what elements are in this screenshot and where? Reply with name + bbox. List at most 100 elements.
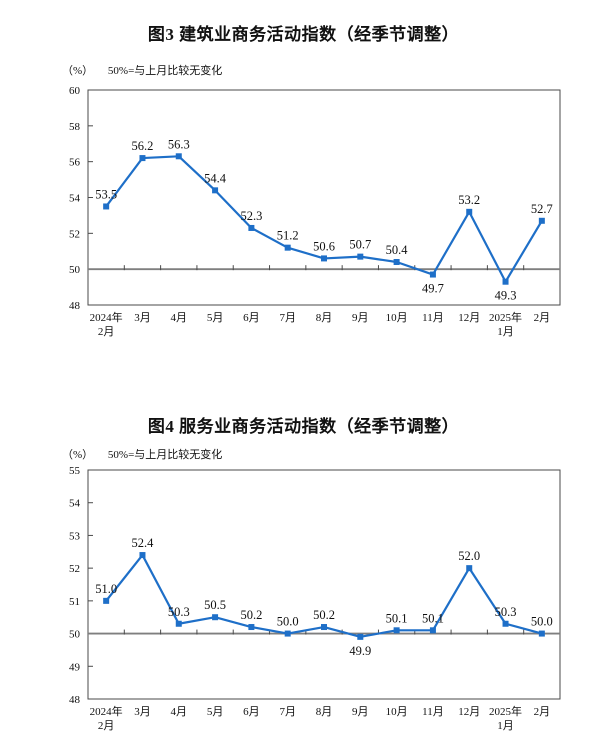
x-category-label: 7月	[279, 312, 296, 324]
x-category-label: 10月	[386, 312, 408, 324]
x-category-label: 12月	[458, 706, 480, 718]
data-point-value-label: 49.7	[422, 282, 444, 296]
data-point-value-label: 50.2	[313, 608, 335, 622]
data-point-value-label: 50.1	[386, 611, 408, 625]
y-axis-tick-label: 51	[69, 596, 80, 608]
data-point-marker	[466, 565, 473, 572]
y-axis-tick-label: 52	[69, 563, 80, 575]
data-point-marker	[248, 224, 255, 231]
data-point-marker	[321, 624, 327, 631]
plot-border	[87, 469, 561, 700]
x-category-label: 9月	[352, 312, 369, 324]
data-point-marker	[538, 630, 545, 637]
chart-fig4-unit-label: （%）	[62, 449, 94, 461]
series-line	[105, 155, 543, 283]
x-category-label: 5月	[207, 706, 224, 718]
x-category-label: 8月	[316, 706, 333, 718]
x-category-label: 9月	[352, 706, 369, 718]
data-point-value-label: 52.7	[531, 202, 553, 216]
data-point-value-label: 52.0	[458, 549, 480, 563]
data-point-marker	[502, 620, 509, 627]
data-point-value-label: 50.5	[204, 598, 226, 612]
y-axis-tick-label: 52	[69, 228, 80, 240]
data-point-value-label: 56.2	[132, 139, 154, 153]
data-point-marker	[103, 597, 110, 604]
y-axis-tick-label: 50	[69, 629, 81, 641]
chart-fig3-unit-label: （%）	[62, 65, 94, 77]
x-category-label: 2月	[534, 312, 551, 324]
y-axis-tick-label: 56	[69, 157, 81, 169]
data-point-value-label: 51.2	[277, 229, 299, 243]
data-point-marker	[393, 627, 400, 634]
data-point-marker	[321, 255, 327, 262]
data-point-marker	[466, 208, 473, 215]
y-axis-tick-label: 54	[69, 193, 81, 205]
data-point-marker	[357, 253, 364, 260]
data-point-marker	[175, 153, 182, 160]
data-point-value-label: 49.9	[349, 644, 371, 658]
x-category-label: 6月	[243, 706, 260, 718]
x-category-label: 6月	[243, 312, 260, 324]
y-axis-tick-label: 48	[69, 300, 81, 312]
chart-fig3-subtitle: （%） 50%=与上月比较无变化	[62, 62, 222, 78]
data-point-value-label: 50.3	[495, 605, 517, 619]
data-point-value-label: 50.6	[313, 239, 335, 253]
x-category-label: 5月	[207, 312, 224, 324]
data-point-value-label: 50.7	[349, 238, 371, 252]
data-point-marker	[429, 271, 436, 278]
data-point-value-label: 52.4	[132, 536, 155, 550]
construction-pmi-line-chart: 48 50 52 54 56 58 60 53.5 56.2 56.3 54.4 52.3 51.2 50…	[69, 85, 561, 338]
x-category-label: 12月	[458, 312, 480, 324]
y-axis-tick-label: 48	[69, 694, 81, 706]
x-category-label: 11月	[422, 706, 444, 718]
x-category-label: 2025年 1月	[489, 310, 522, 338]
data-point-value-label: 56.3	[168, 137, 190, 151]
x-category-label: 2024年 2月	[90, 310, 123, 338]
data-point-marker	[103, 203, 110, 210]
data-point-marker	[429, 627, 436, 634]
data-point-value-label: 50.3	[168, 605, 190, 619]
data-point-marker	[139, 552, 146, 559]
chart-fig4-subtitle: （%） 50%=与上月比较无变化	[62, 446, 222, 462]
data-point-value-label: 50.1	[422, 611, 444, 625]
y-axis-tick-label: 53	[69, 530, 81, 542]
chart-fig3-title: 图3 建筑业商务活动指数（经季节调整）	[147, 25, 460, 44]
x-category-label: 3月	[134, 706, 151, 718]
chart-fig4-title: 图4 服务业商务活动指数（经季节调整）	[147, 417, 460, 436]
data-point-value-label: 50.2	[240, 608, 262, 622]
data-point-value-label: 53.5	[95, 187, 117, 201]
data-point-marker	[502, 278, 509, 285]
data-point-value-label: 53.2	[458, 193, 480, 207]
services-pmi-chart-section: 图4 服务业商务活动指数（经季节调整） （%） 50%=与上月比较无变化 48 4…	[0, 394, 607, 755]
data-point-marker	[248, 624, 255, 631]
data-point-marker	[284, 244, 291, 251]
plot-border	[87, 89, 561, 306]
data-point-marker	[538, 217, 545, 224]
data-point-value-label: 49.3	[495, 289, 517, 303]
y-axis-tick-label: 54	[69, 498, 81, 510]
chart-fig4-baseline-note: 50%=与上月比较无变化	[107, 449, 223, 461]
x-category-label: 8月	[316, 312, 333, 324]
data-point-value-label: 54.4	[204, 171, 227, 185]
data-point-marker	[212, 187, 219, 194]
x-category-label: 2025年 1月	[489, 704, 522, 732]
data-point-value-label: 52.3	[240, 209, 262, 223]
data-point-marker	[139, 155, 146, 162]
x-category-label: 2月	[534, 706, 551, 718]
y-axis-tick-label: 55	[69, 465, 81, 477]
y-axis-tick-label: 50	[69, 264, 81, 276]
x-category-label: 11月	[422, 312, 444, 324]
x-category-label: 7月	[279, 706, 296, 718]
data-point-marker	[212, 614, 219, 621]
chart-fig3-baseline-note: 50%=与上月比较无变化	[107, 65, 223, 77]
x-category-label: 3月	[134, 312, 151, 324]
data-point-marker	[393, 259, 400, 265]
data-point-value-label: 50.0	[531, 615, 553, 629]
x-category-label: 10月	[386, 706, 408, 718]
data-point-marker	[357, 633, 364, 640]
data-point-value-label: 50.4	[386, 243, 409, 257]
y-axis-tick-label: 60	[69, 85, 81, 97]
construction-pmi-chart-section: 图3 建筑业商务活动指数（经季节调整） （%） 50%=与上月比较无变化 48 5…	[62, 25, 561, 338]
data-point-value-label: 50.0	[277, 615, 299, 629]
